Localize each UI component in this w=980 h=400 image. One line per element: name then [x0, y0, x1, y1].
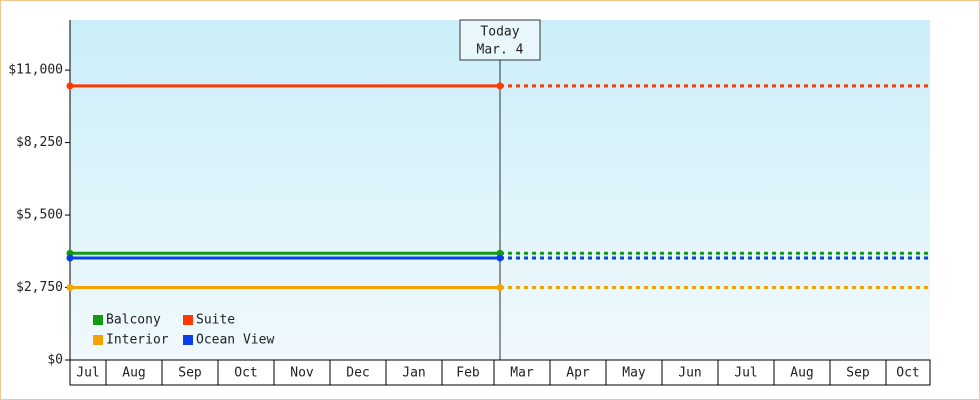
x-tick-label: Apr	[566, 366, 590, 381]
x-cell	[329, 359, 387, 386]
legend-label: Balcony	[106, 313, 161, 328]
x-cell	[69, 359, 107, 386]
today-date: Mar. 4	[477, 43, 524, 58]
y-tick-label: $0	[47, 353, 63, 368]
x-tick-label: Sep	[846, 366, 870, 381]
x-cell	[661, 359, 719, 386]
x-tick-label: Jul	[734, 366, 757, 381]
x-cell	[885, 359, 931, 386]
today-box	[459, 19, 541, 61]
x-tick-label: Jun	[678, 366, 701, 381]
x-cell	[493, 359, 551, 386]
point	[66, 82, 74, 90]
x-cell	[441, 359, 495, 386]
x-tick-label: Nov	[290, 366, 314, 381]
point	[496, 284, 504, 292]
point	[66, 254, 74, 262]
x-cell	[105, 359, 163, 386]
point	[496, 254, 504, 262]
x-cell	[217, 359, 275, 386]
x-cell	[273, 359, 331, 386]
x-tick-label: Aug	[790, 366, 813, 381]
x-cell	[161, 359, 219, 386]
legend-swatch	[93, 315, 103, 325]
y-tick-label: $8,250	[16, 135, 63, 150]
y-tick-label: $11,000	[8, 63, 63, 78]
x-tick-label: Dec	[346, 366, 369, 381]
x-cell	[773, 359, 831, 386]
point	[66, 284, 74, 292]
legend-label: Ocean View	[196, 333, 274, 348]
x-tick-label: May	[622, 366, 646, 381]
legend-swatch	[93, 335, 103, 345]
x-tick-label: Oct	[896, 366, 919, 381]
y-tick-label: $5,500	[16, 208, 63, 223]
x-tick-label: Aug	[122, 366, 145, 381]
x-tick-label: Feb	[456, 366, 480, 381]
point	[496, 82, 504, 90]
legend-swatch	[183, 335, 193, 345]
legend-swatch	[183, 315, 193, 325]
x-cell	[605, 359, 663, 386]
x-tick-label: Jan	[402, 366, 425, 381]
today-label: Today	[480, 25, 519, 40]
x-tick-label: Oct	[234, 366, 257, 381]
x-tick-label: Sep	[178, 366, 202, 381]
legend-label: Interior	[106, 333, 169, 348]
x-cell	[829, 359, 887, 386]
x-cell	[385, 359, 443, 386]
x-tick-label: Jul	[76, 366, 99, 381]
x-tick-label: Mar	[510, 366, 534, 381]
y-tick-label: $2,750	[16, 280, 63, 295]
legend-label: Suite	[196, 313, 235, 328]
x-cell	[717, 359, 775, 386]
